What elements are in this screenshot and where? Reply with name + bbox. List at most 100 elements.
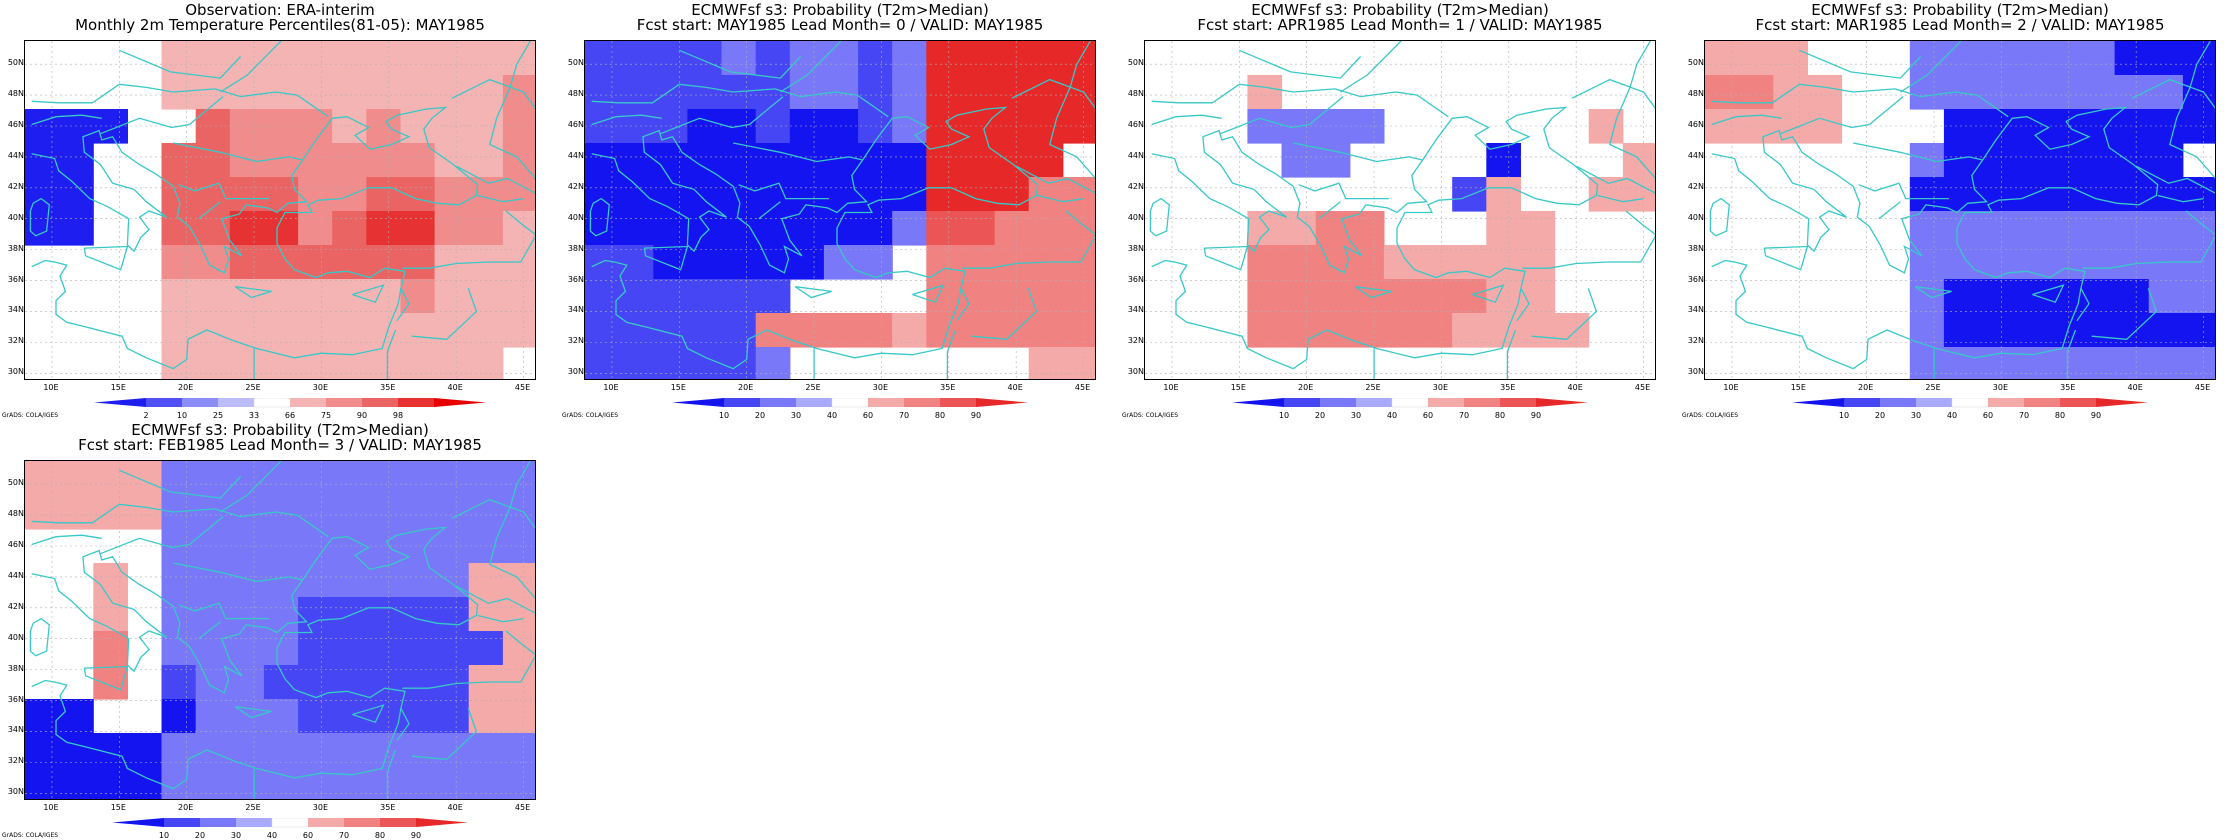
grid-cell bbox=[721, 245, 757, 280]
colorbar-segment bbox=[253, 398, 291, 408]
coastline bbox=[402, 235, 535, 269]
grid-cell bbox=[332, 495, 367, 530]
grid-cell bbox=[687, 279, 723, 314]
colorbar-tick-label: 30 bbox=[1910, 411, 1922, 420]
grid-cell bbox=[229, 109, 265, 144]
colorbar-segment bbox=[1880, 398, 1917, 407]
grid-cell bbox=[25, 177, 60, 212]
grid-cell bbox=[298, 699, 333, 734]
colorbar-segment bbox=[1951, 398, 1989, 408]
grid-cell bbox=[59, 461, 94, 496]
colorbar-tick-label: 30 bbox=[1350, 411, 1362, 420]
grid-cell bbox=[263, 279, 299, 314]
coastline bbox=[411, 708, 478, 760]
grid-cell bbox=[2046, 75, 2081, 110]
grid-cell bbox=[1062, 313, 1095, 348]
coastline bbox=[31, 83, 329, 118]
grid-cell bbox=[195, 41, 231, 76]
lon-tick-label: 10E bbox=[1723, 383, 1739, 392]
colorbar-tick-label: 20 bbox=[754, 411, 766, 420]
lon-tick-label: 15E bbox=[110, 803, 126, 812]
grid-cell bbox=[93, 461, 128, 496]
grid-cell bbox=[823, 211, 859, 246]
grid-cell bbox=[93, 597, 128, 632]
lat-tick-label: 32N bbox=[7, 756, 24, 766]
panel-title: Observation: ERA-interim bbox=[185, 1, 375, 19]
grid-cell bbox=[366, 631, 401, 666]
grid-cell bbox=[332, 699, 367, 734]
grid-cell bbox=[298, 597, 333, 632]
lat-tick-label: 38N bbox=[1687, 243, 1704, 253]
colorbar-tick-label: 40 bbox=[266, 831, 278, 840]
grid-cell bbox=[229, 211, 265, 246]
grid-cell bbox=[960, 143, 996, 178]
coastline bbox=[489, 461, 535, 599]
coastline bbox=[1239, 49, 1362, 79]
grid-cell bbox=[2012, 41, 2047, 76]
grid-cell bbox=[263, 631, 299, 666]
grid-cell bbox=[400, 41, 436, 76]
lat-tick-label: 50N bbox=[567, 58, 584, 68]
grid-cell bbox=[298, 347, 333, 379]
grid-cell bbox=[1028, 41, 1064, 76]
grid-cell bbox=[619, 41, 654, 76]
colorbar-segment bbox=[146, 398, 183, 407]
grid-cell bbox=[161, 347, 197, 379]
grid-cell bbox=[823, 313, 859, 348]
grid-cell bbox=[161, 495, 197, 530]
coastline bbox=[660, 96, 784, 135]
grid-cell bbox=[687, 75, 723, 110]
lon-tick-label: 15E bbox=[1230, 383, 1246, 392]
colorbar-tick-label: 10 bbox=[1278, 411, 1290, 420]
grid-cell bbox=[2012, 143, 2047, 178]
grid-cell bbox=[2080, 75, 2116, 110]
grid-cell bbox=[994, 177, 1030, 212]
lon-tick-label: 15E bbox=[670, 383, 686, 392]
grid-cell bbox=[2148, 347, 2184, 379]
grid-cell bbox=[755, 347, 791, 379]
coastline bbox=[83, 245, 129, 271]
grid-cell bbox=[585, 109, 620, 144]
colorbar-tick-label: 70 bbox=[2018, 411, 2030, 420]
grid-cell bbox=[1315, 279, 1351, 314]
grid-cell bbox=[2012, 211, 2047, 246]
grid-cell bbox=[926, 211, 961, 246]
colorbar-segment bbox=[236, 818, 273, 827]
grads-credit: GrADS: COLA/IGES bbox=[562, 412, 619, 419]
colorbar-tick-label: 80 bbox=[374, 831, 386, 840]
lon-tick-label: 40E bbox=[1007, 383, 1023, 392]
grid-cell bbox=[926, 109, 961, 144]
grid-cell bbox=[994, 143, 1030, 178]
lat-tick-label: 42N bbox=[7, 181, 24, 191]
grid-cell bbox=[789, 75, 825, 110]
lat-tick-label: 32N bbox=[567, 336, 584, 346]
map-frame bbox=[24, 460, 536, 800]
lat-tick-label: 42N bbox=[567, 181, 584, 191]
coastline bbox=[1709, 197, 1730, 237]
grid-cell bbox=[127, 767, 163, 799]
colorbar bbox=[94, 398, 486, 408]
grid-cell bbox=[2182, 279, 2215, 314]
grid-cell bbox=[2046, 109, 2081, 144]
grid-cell bbox=[1705, 41, 1740, 76]
colorbar-segment bbox=[344, 818, 381, 827]
colorbar-segment bbox=[362, 398, 399, 407]
grid-cell bbox=[892, 177, 927, 212]
grid-cell bbox=[366, 177, 401, 212]
grid-cell bbox=[332, 279, 367, 314]
lon-tick-label: 20E bbox=[1298, 383, 1314, 392]
grid-cell bbox=[687, 109, 723, 144]
lon-tick-label: 40E bbox=[447, 803, 463, 812]
grid-cell bbox=[332, 665, 367, 700]
coastline bbox=[178, 602, 269, 620]
coastline-layer bbox=[29, 461, 535, 799]
grid-cell bbox=[687, 347, 723, 379]
lat-tick-label: 50N bbox=[1687, 58, 1704, 68]
grid-cell bbox=[59, 177, 94, 212]
coastline bbox=[2157, 194, 2204, 203]
coastline bbox=[758, 201, 781, 220]
coastline bbox=[31, 526, 479, 790]
anomaly-grid bbox=[25, 461, 535, 799]
grid-cell bbox=[960, 211, 996, 246]
grid-cell bbox=[229, 461, 265, 496]
